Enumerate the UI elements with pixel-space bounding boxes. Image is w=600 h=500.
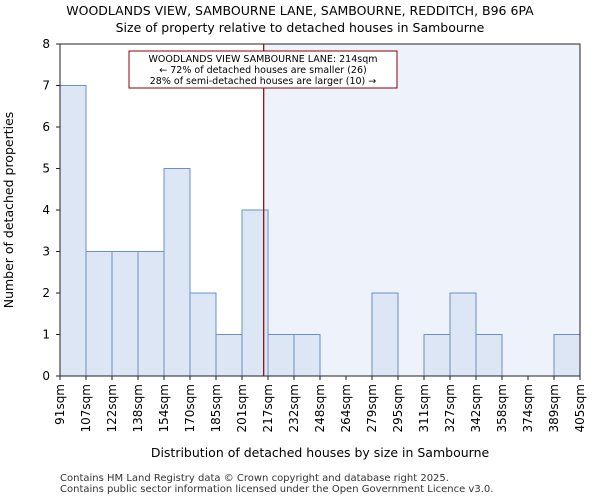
bar-91sqm [59, 85, 87, 377]
bar-327sqm [449, 292, 477, 377]
x-tick-label: 405sqm [573, 384, 587, 432]
bar-138sqm [137, 251, 165, 377]
x-tick-label: 185sqm [209, 384, 223, 432]
bar-232sqm [293, 334, 321, 377]
x-tick-label: 295sqm [391, 384, 405, 432]
y-axis-label: Number of detached properties [1, 112, 16, 309]
annotation-box: WOODLANDS VIEW SAMBOURNE LANE: 214sqm ← … [128, 50, 398, 89]
y-tick-label: 4 [42, 203, 50, 217]
x-tick-label: 154sqm [157, 384, 171, 432]
x-tick-label: 358sqm [495, 384, 509, 432]
y-tick-label: 2 [42, 286, 50, 300]
y-tick-label: 6 [42, 120, 50, 134]
y-tick-label: 0 [42, 369, 50, 383]
chart-title: WOODLANDS VIEW, SAMBOURNE LANE, SAMBOURN… [66, 3, 534, 18]
annotation-line-2: ← 72% of detached houses are smaller (26… [159, 65, 366, 76]
x-tick-label: 342sqm [469, 384, 483, 432]
annotation-line-3: 28% of semi-detached houses are larger (… [150, 76, 377, 87]
x-tick-label: 374sqm [521, 384, 535, 432]
bar-122sqm [111, 251, 139, 377]
bar-170sqm [189, 292, 217, 377]
bar-279sqm [371, 292, 399, 377]
y-tick-label: 3 [42, 245, 50, 259]
bar-107sqm [85, 251, 113, 377]
footer-line-1: Contains HM Land Registry data © Crown c… [60, 473, 449, 484]
annotation-line-1: WOODLANDS VIEW SAMBOURNE LANE: 214sqm [149, 54, 378, 65]
x-tick-label: 248sqm [313, 384, 327, 432]
bar-185sqm [215, 334, 243, 377]
x-tick-label: 122sqm [105, 384, 119, 432]
bar-389sqm [553, 334, 581, 377]
x-tick-label: 279sqm [365, 384, 379, 432]
y-tick-label: 1 [42, 328, 50, 342]
x-tick-label: 311sqm [417, 384, 431, 432]
bar-154sqm [163, 168, 191, 377]
y-tick-label: 7 [42, 79, 50, 93]
x-tick-label: 170sqm [183, 384, 197, 432]
x-axis-label: Distribution of detached houses by size … [151, 445, 490, 460]
x-axis-ticks: 91sqm 107sqm 122sqm 138sqm 154sqm 170sqm 185sq… [53, 376, 587, 432]
bar-342sqm [475, 334, 503, 377]
y-tick-label: 8 [42, 37, 50, 51]
x-tick-label: 264sqm [339, 384, 353, 432]
x-tick-label: 107sqm [79, 384, 93, 432]
x-tick-label: 232sqm [287, 384, 301, 432]
highlight-region [263, 44, 580, 376]
y-tick-label: 5 [42, 162, 50, 176]
bars-group [59, 85, 581, 377]
footer-line-2: Contains public sector information licen… [60, 484, 494, 495]
x-tick-label: 138sqm [131, 384, 145, 432]
x-tick-label: 201sqm [235, 384, 249, 432]
x-tick-label: 217sqm [261, 384, 275, 432]
x-tick-label: 91sqm [53, 384, 67, 425]
x-tick-label: 389sqm [547, 384, 561, 432]
bar-311sqm [423, 334, 451, 377]
chart-subtitle: Size of property relative to detached ho… [115, 20, 485, 35]
x-tick-label: 327sqm [443, 384, 457, 432]
y-axis-ticks: 0 1 2 3 4 5 6 7 8 [42, 37, 60, 383]
bar-217sqm [267, 334, 295, 377]
